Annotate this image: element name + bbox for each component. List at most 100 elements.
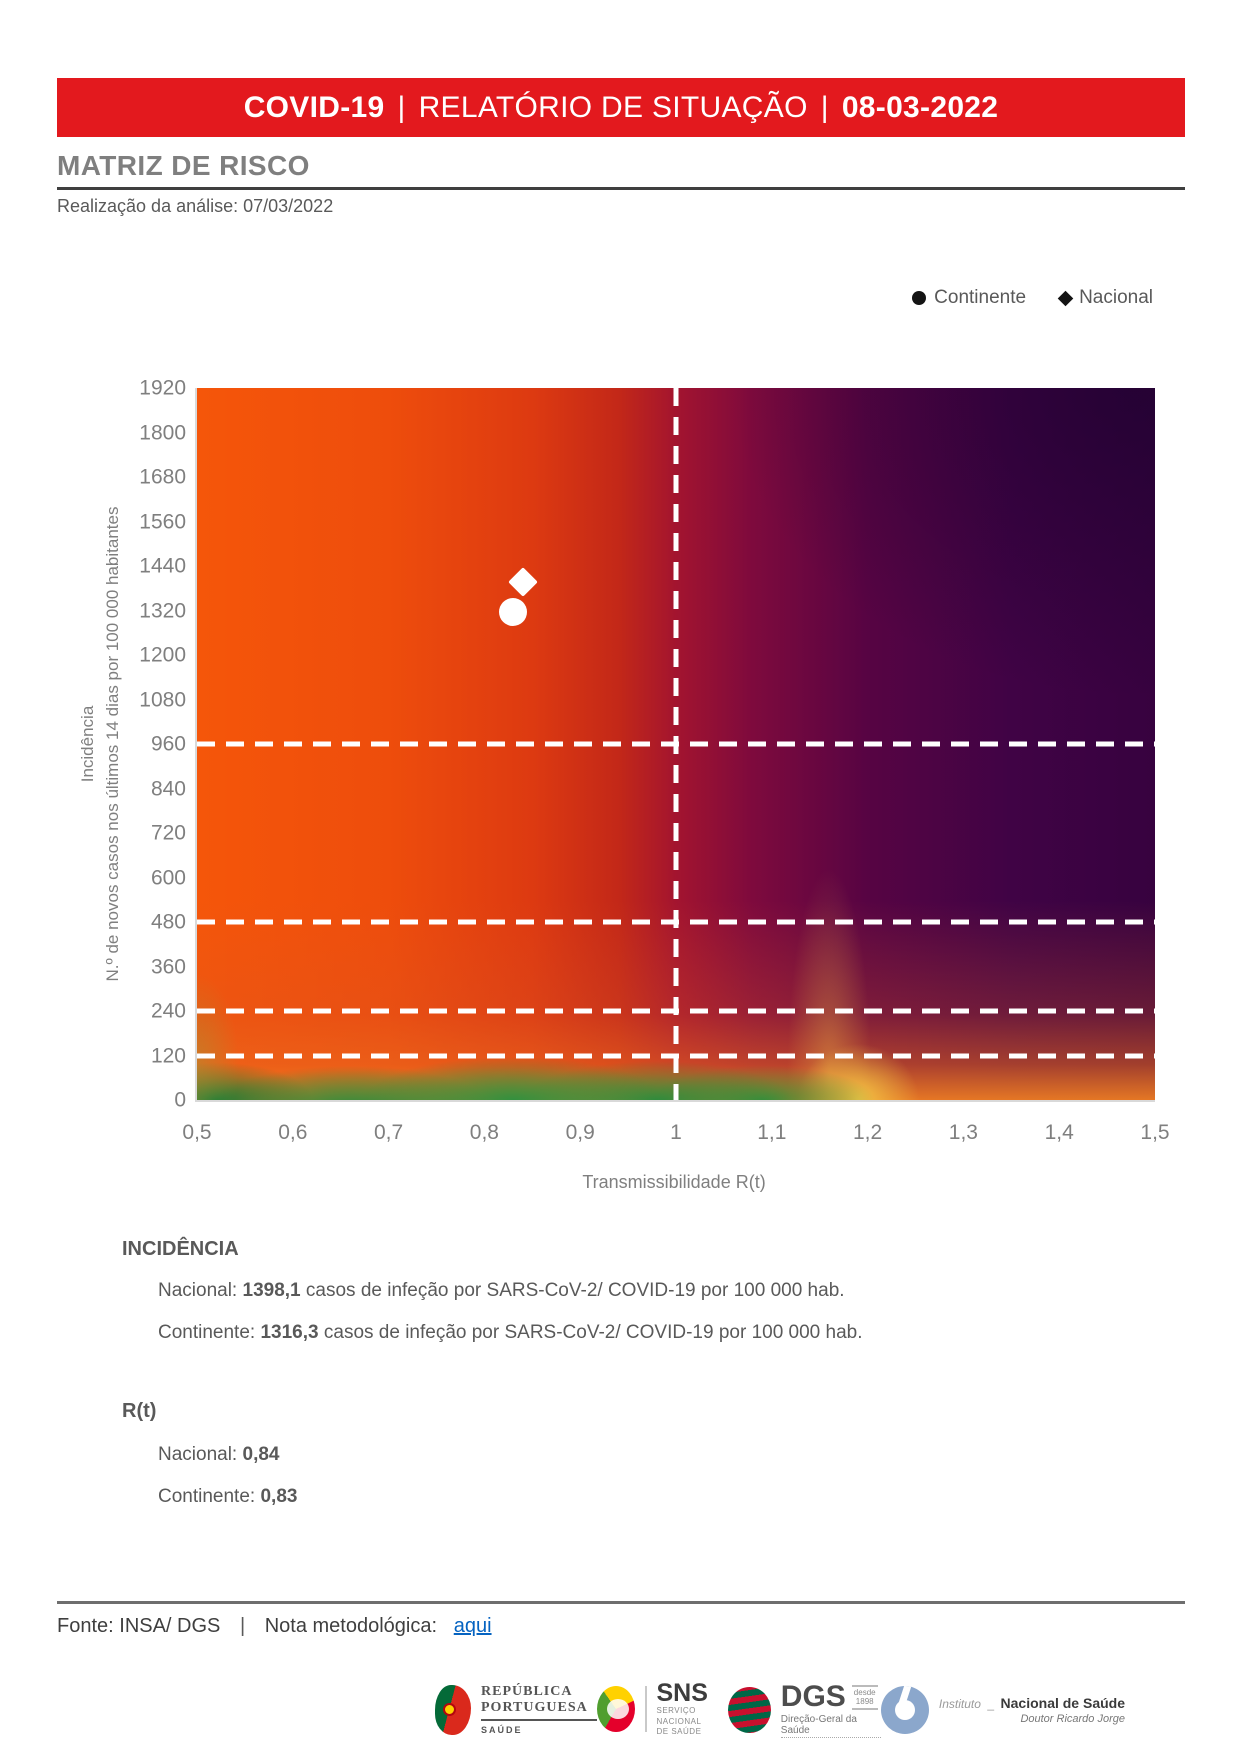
x-tick-label-0,9: 0,9	[565, 1121, 595, 1144]
incidence-nacional-value: 1398,1	[242, 1280, 301, 1301]
y-tick-label-360: 360	[150, 955, 186, 978]
republica-divider	[481, 1719, 597, 1722]
insa-separator: _	[987, 1696, 995, 1711]
insa-sub: Doutor Ricardo Jorge	[1020, 1712, 1125, 1725]
legend-item-continente: Continente	[912, 287, 1026, 309]
analysis-date: Realização da análise: 07/03/2022	[57, 196, 334, 216]
incidence-heading: INCIDÊNCIA	[122, 1238, 239, 1260]
y-tick-label-1920: 1920	[139, 376, 186, 400]
sns-sub1: SERVIÇO NACIONAL	[656, 1706, 702, 1726]
logo-dgs: DGS desde 1898 Direção-Geral da Saúde	[728, 1679, 881, 1738]
y-tick-label-720: 720	[150, 821, 186, 845]
rt-continente-value: 0,83	[260, 1486, 298, 1507]
dgs-since-word: desde	[853, 1687, 876, 1697]
footer-text: Fonte: INSA/ DGS | Nota metodológica: aq…	[57, 1615, 492, 1638]
x-tick-label-1,5: 1,5	[1140, 1121, 1170, 1144]
y-tick-label-960: 960	[150, 732, 186, 756]
republica-line1: REPÚBLICA	[481, 1683, 573, 1699]
footer-note-label: Nota metodológica:	[264, 1615, 438, 1637]
x-tick-label-1: 1	[670, 1121, 682, 1144]
incidence-nacional-prefix: Nacional:	[158, 1280, 243, 1301]
sns-sub2: DE SAÚDE	[656, 1727, 702, 1737]
dgs-since: desde 1898	[851, 1684, 878, 1710]
y-tick-label-1200: 1200	[139, 643, 186, 667]
sns-circle-icon	[597, 1686, 635, 1733]
y-axis-title-line2: N.º de novos casos nos últimos 14 dias p…	[103, 506, 122, 982]
chart-legend: Continente Nacional	[195, 287, 1153, 309]
y-axis-title-line1: Incidência	[78, 705, 97, 783]
banner-separator: |	[820, 90, 829, 124]
footer-separator: |	[239, 1615, 246, 1637]
banner-product: COVID-19	[243, 90, 385, 124]
y-tick-label-1680: 1680	[139, 465, 186, 489]
page-title: MATRIZ DE RISCO	[57, 150, 310, 181]
x-tick-label-0,5: 0,5	[182, 1121, 212, 1144]
y-tick-label-0: 0	[174, 1088, 186, 1112]
incidence-continente-value: 1316,3	[260, 1322, 319, 1343]
circle-marker-icon	[912, 291, 927, 305]
rt-heading: R(t)	[122, 1400, 157, 1422]
x-tick-label-1,1: 1,1	[757, 1121, 787, 1144]
y-tick-label-840: 840	[150, 777, 186, 800]
y-tick-label-1560: 1560	[139, 510, 186, 533]
dgs-sphere-icon	[728, 1686, 771, 1733]
rt-continente-line: Continente: 0,83	[158, 1486, 297, 1508]
risk-matrix-plot: 1920 1800 1680 1560 1440 1320 1200 1080 960 840 72…	[139, 378, 1169, 1144]
rt-nacional-value: 0,84	[242, 1444, 280, 1465]
x-tick-label-0,6: 0,6	[278, 1121, 308, 1144]
banner-report-title: RELATÓRIO DE SITUAÇÃO	[418, 90, 808, 124]
x-tick-label-1,2: 1,2	[852, 1121, 883, 1144]
incidence-continente-line: Continente: 1316,3 casos de infeção por …	[158, 1322, 863, 1344]
x-tick-label-0,7: 0,7	[373, 1121, 404, 1144]
legend-label-nacional: Nacional	[1079, 287, 1153, 308]
y-tick-label-1320: 1320	[139, 599, 186, 622]
data-point-nacional	[507, 566, 538, 597]
footer-divider	[57, 1601, 1185, 1604]
y-tick-label-600: 600	[150, 866, 186, 889]
insa-name: Nacional de Saúde	[1000, 1694, 1125, 1711]
logo-row: REPÚBLICA PORTUGUESA SAÚDE SNS SERVIÇO N…	[435, 1662, 1125, 1752]
legend-label-continente: Continente	[934, 287, 1027, 308]
incidence-continente-suffix: casos de infeção por SARS-CoV-2/ COVID-1…	[318, 1322, 863, 1343]
diamond-marker-icon	[1057, 290, 1074, 306]
y-tick-label-120: 120	[150, 1044, 186, 1067]
methodology-link[interactable]: aqui	[453, 1615, 492, 1637]
dgs-sub: Direção-Geral da Saúde	[780, 1714, 881, 1738]
header-banner: COVID-19 | RELATÓRIO DE SITUAÇÃO | 08-03…	[57, 78, 1185, 137]
incidence-nacional-suffix: casos de infeção por SARS-CoV-2/ COVID-1…	[300, 1280, 845, 1301]
incidence-nacional-line: Nacional: 1398,1 casos de infeção por SA…	[158, 1280, 845, 1302]
banner-date: 08-03-2022	[841, 90, 999, 124]
title-divider	[57, 187, 1185, 190]
x-tick-label-1,3: 1,3	[948, 1121, 978, 1144]
republica-sub: SAÚDE	[481, 1725, 523, 1736]
sns-divider	[644, 1686, 647, 1733]
sns-abbr: SNS	[656, 1679, 708, 1708]
logo-republica-portuguesa: REPÚBLICA PORTUGUESA SAÚDE	[435, 1684, 597, 1735]
incidence-continente-prefix: Continente:	[158, 1322, 261, 1343]
footer-source: Fonte: INSA/ DGS	[57, 1615, 221, 1637]
banner-separator: |	[397, 90, 406, 124]
insa-prefix: Instituto	[938, 1696, 981, 1711]
x-axis-title: Transmissibilidade R(t)	[582, 1172, 766, 1192]
logo-insa: Instituto _ Nacional de Saúde Doutor Ric…	[880, 1685, 1125, 1734]
republica-line2: PORTUGUESA	[481, 1700, 588, 1715]
dgs-since-year: 1898	[855, 1697, 874, 1707]
y-tick-label-1440: 1440	[139, 554, 186, 578]
dgs-abbr: DGS	[780, 1679, 846, 1713]
rt-continente-prefix: Continente:	[158, 1486, 261, 1507]
x-tick-label-0,8: 0,8	[469, 1121, 499, 1144]
legend-item-nacional: Nacional	[1057, 287, 1153, 309]
logo-sns: SNS SERVIÇO NACIONAL DE SAÚDE	[597, 1681, 728, 1737]
insa-circle-icon	[880, 1685, 929, 1734]
rt-nacional-prefix: Nacional:	[158, 1444, 243, 1465]
y-tick-label-1080: 1080	[139, 688, 186, 711]
rt-nacional-line: Nacional: 0,84	[158, 1444, 279, 1466]
y-tick-label-480: 480	[150, 910, 186, 934]
y-tick-label-1800: 1800	[139, 421, 186, 444]
y-tick-label-240: 240	[150, 999, 186, 1023]
portugal-flag-icon	[435, 1684, 471, 1735]
x-tick-label-1,4: 1,4	[1044, 1121, 1074, 1144]
data-point-continente	[499, 597, 528, 626]
v-reference-line-rt1	[673, 388, 679, 1100]
